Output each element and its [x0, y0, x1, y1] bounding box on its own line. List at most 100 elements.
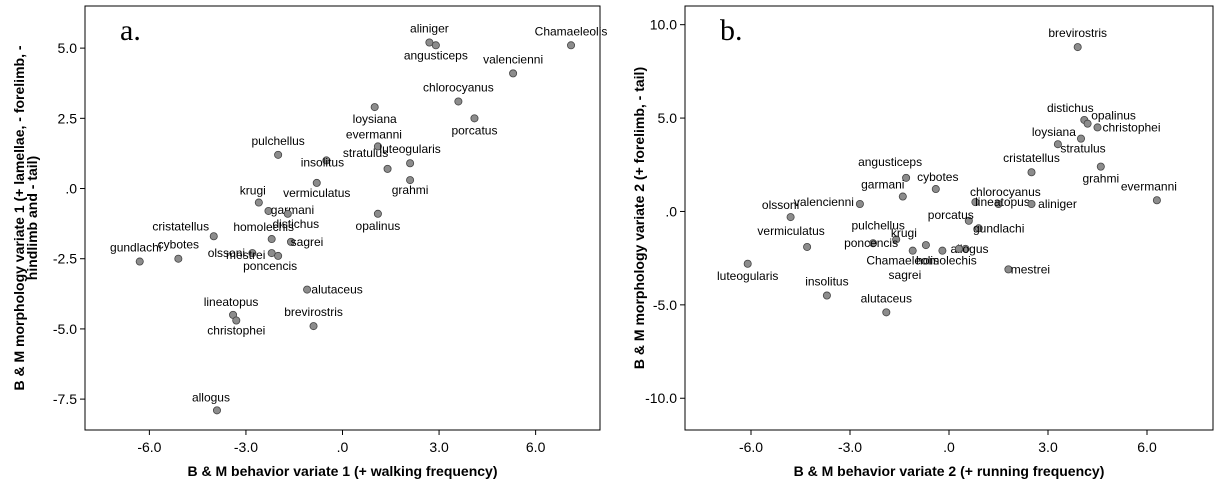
- x-tick-label: 3.0: [1038, 439, 1058, 455]
- y-tick-label: -10.0: [645, 390, 677, 406]
- data-point-krugi: [254, 198, 263, 207]
- y-axis-label: B & M morphology variate 2 (+ forelimb, …: [631, 67, 647, 369]
- data-point-brevirostris: [1073, 43, 1082, 52]
- data-point-homolechis: [267, 235, 276, 244]
- y-tick-label: 5.0: [58, 40, 78, 56]
- point-label-cristatellus: cristatellus: [1003, 151, 1060, 165]
- data-point-alutaceus: [882, 308, 891, 317]
- point-label-christophei: christophei: [207, 323, 265, 337]
- point-label-lineatopus: lineatopus: [204, 295, 259, 309]
- x-tick-label: -3.0: [234, 439, 258, 455]
- data-point-vermiculatus: [803, 242, 812, 251]
- data-point-loysiana: [370, 103, 379, 112]
- data-point-opalinus: [1083, 119, 1092, 128]
- data-point-cristatellus: [1027, 168, 1036, 177]
- data-point-chlorocyanus: [454, 97, 463, 106]
- y-tick-label: -2.5: [53, 251, 77, 267]
- data-point-evermanni: [373, 142, 382, 151]
- y-tick-label: 10.0: [650, 17, 677, 33]
- x-tick-label: .0: [337, 439, 349, 455]
- point-label-opalinus: opalinus: [356, 219, 401, 233]
- point-label-alutaceus: alutaceus: [861, 291, 912, 305]
- y-tick-label: -5.0: [653, 297, 677, 313]
- data-point-mestrei: [1004, 265, 1013, 274]
- x-axis-label: B & M behavior variate 2 (+ running freq…: [794, 463, 1105, 479]
- y-tick-label: -7.5: [53, 391, 77, 407]
- data-point-evermanni: [1152, 196, 1161, 205]
- point-label-evermanni: evermanni: [1121, 179, 1177, 193]
- point-label-alutaceus: alutaceus: [311, 283, 362, 297]
- x-axis-label: B & M behavior variate 1 (+ walking freq…: [187, 463, 497, 479]
- data-point-angusticeps: [902, 173, 911, 182]
- panel-letter: a.: [120, 14, 141, 47]
- data-point-alutaceus: [303, 285, 312, 294]
- panel-letter: b.: [720, 14, 743, 47]
- data-point-gundlachi: [974, 224, 983, 233]
- point-label-loysiana: loysiana: [353, 112, 397, 126]
- point-label-evermanni: evermanni: [346, 127, 402, 141]
- point-label-poncencis: poncencis: [844, 236, 898, 250]
- point-label-christophei: christophei: [1102, 120, 1160, 134]
- data-point-sagrei: [954, 244, 963, 253]
- x-tick-label: 3.0: [429, 439, 449, 455]
- y-tick-label: 2.5: [58, 110, 78, 126]
- point-label-grahmi: grahmi: [392, 183, 429, 197]
- point-label-stratulus: stratulus: [343, 146, 388, 160]
- point-label-lineatopus: lineatopus: [975, 195, 1030, 209]
- data-point-poncencis: [869, 239, 878, 248]
- data-point-krugi: [921, 241, 930, 250]
- data-point-insolitus: [822, 291, 831, 300]
- data-point-gundlachi: [135, 257, 144, 266]
- data-point-christophei: [232, 316, 241, 325]
- data-point-brevirostris: [309, 322, 318, 331]
- data-point-homolechis: [938, 246, 947, 255]
- scatter-panel-b: -6.0 -3.0 .0 3.0 6.0 -10.0 -5.0 .0 5.0 10.0 B & M …: [631, 5, 1214, 479]
- point-label-olssoni: olssoni: [762, 198, 799, 212]
- point-label-aliniger: aliniger: [410, 22, 449, 36]
- data-point-olssoni: [248, 249, 257, 258]
- point-label-cristatellus: cristatellus: [152, 219, 209, 233]
- point-label-pulchellus: pulchellus: [251, 134, 304, 148]
- data-point-insolitus: [322, 156, 331, 165]
- point-label-valencienni: valencienni: [794, 195, 854, 209]
- point-label-sagrei: sagrei: [889, 268, 922, 282]
- point-label-vermiculatus: vermiculatus: [757, 224, 824, 238]
- data-point-angusticeps: [431, 41, 440, 50]
- point-label-pulchellus: pulchellus: [852, 218, 905, 232]
- point-label-garmani: garmani: [861, 178, 904, 192]
- data-point-valencienni: [855, 199, 864, 208]
- point-label-insolitus: insolitus: [301, 155, 344, 169]
- point-label-chamaeleolis: Chamaeleolis: [535, 24, 608, 38]
- point-label-chlorocyanus: chlorocyanus: [423, 80, 494, 94]
- point-label-brevirostris: brevirostris: [1048, 26, 1107, 40]
- data-point-valencienni: [509, 69, 518, 78]
- data-point-chamaeleolis: [567, 41, 576, 50]
- data-point-lineatopus: [994, 199, 1003, 208]
- data-point-luteogularis: [743, 259, 752, 268]
- point-label-porcatus: porcatus: [451, 123, 497, 137]
- point-label-luteogularis: luteogularis: [717, 269, 778, 283]
- point-label-vermiculatus: vermiculatus: [283, 186, 350, 200]
- point-label-opalinus: opalinus: [1091, 109, 1136, 123]
- y-tick-label: .0: [665, 203, 677, 219]
- data-point-pulchellus: [892, 235, 901, 244]
- point-label-mestrei: mestrei: [1011, 262, 1050, 276]
- point-label-homolechis: homolechis: [233, 220, 294, 234]
- data-point-sagrei: [286, 237, 295, 246]
- data-point-stratulus: [383, 164, 392, 173]
- x-tick-label: -3.0: [838, 439, 862, 455]
- data-point-cybotes: [931, 185, 940, 194]
- point-label-chlorocyanus: chlorocyanus: [970, 185, 1041, 199]
- point-label-olssoni: olssoni: [208, 246, 245, 260]
- x-tick-label: 6.0: [526, 439, 546, 455]
- point-label-garmani: garmani: [271, 203, 314, 217]
- x-tick-label: 6.0: [1137, 439, 1157, 455]
- point-label-luteogularis: luteogularis: [379, 142, 440, 156]
- point-label-insolitus: insolitus: [805, 275, 848, 289]
- point-label-cybotes: cybotes: [917, 170, 958, 184]
- data-point-chamaeleolis: [908, 246, 917, 255]
- data-point-vermiculatus: [312, 178, 321, 187]
- data-point-poncencis: [274, 251, 283, 260]
- data-point-loysiana: [1053, 140, 1062, 149]
